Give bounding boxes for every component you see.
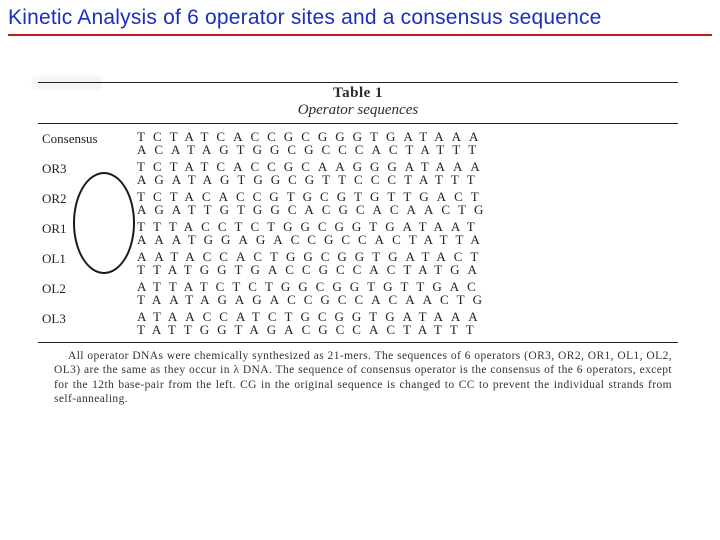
mid-rule xyxy=(38,123,678,124)
sequence-pair: TCTATCACCGCGGGTGATAAAACATAGTGGCGCCCACTAT… xyxy=(137,130,486,156)
table-row: OR3TCTATCACCGCAAGGGATAAAAGATAGTGGCGTTCCC… xyxy=(38,160,678,186)
table-row: OL3ATAACCATCTGCGGTGATAAATATTGGTAGACGCCAC… xyxy=(38,310,678,336)
sequence-bottom-strand: AGATTGTGGCACGCACAACTG xyxy=(137,203,491,216)
table-number: Table 1 xyxy=(38,85,678,102)
sequence-bottom-strand: AGATAGTGGCGTTCCCTATTT xyxy=(137,173,488,186)
table-row: ConsensusTCTATCACCGCGGGTGATAAAACATAGTGGC… xyxy=(38,130,678,156)
bottom-rule xyxy=(38,342,678,343)
sequence-pair: TTTACCTCTGGCGGTGATAATAAATGGAGACCGCCACTAT… xyxy=(137,220,488,246)
title-underline xyxy=(8,34,712,36)
sequence-block: ConsensusTCTATCACCGCGGGTGATAAAACATAGTGGC… xyxy=(38,126,678,340)
page-root: Kinetic Analysis of 6 operator sites and… xyxy=(0,0,720,540)
row-label: OL3 xyxy=(38,310,137,325)
sequence-pair: TCTACACCGTGCGTGTTGACTAGATTGTGGCACGCACAAC… xyxy=(137,190,491,216)
scan-artifact xyxy=(32,76,102,90)
sequence-pair: ATTATCTCTGGCGGTGTTGACTAATAGAGACCGCCACAAC… xyxy=(137,280,490,306)
table-figure: Table 1 Operator sequences ConsensusTCTA… xyxy=(38,80,678,407)
row-label: OR1 xyxy=(38,220,137,235)
table-row: OL1AATACCACTGGCGGTGATACTTTATGGTGACCGCCAC… xyxy=(38,250,678,276)
table-caption: All operator DNAs were chemically synthe… xyxy=(38,345,678,407)
caption-text: All operator DNAs were chemically synthe… xyxy=(54,350,672,405)
sequence-bottom-strand: AAATGGAGACCGCCACTATTA xyxy=(137,233,488,246)
top-rule xyxy=(38,82,678,83)
row-label: OR3 xyxy=(38,160,137,175)
row-label: OL1 xyxy=(38,250,137,265)
page-title: Kinetic Analysis of 6 operator sites and… xyxy=(8,6,712,30)
table-row: OL2ATTATCTCTGGCGGTGTTGACTAATAGAGACCGCCAC… xyxy=(38,280,678,306)
title-bar: Kinetic Analysis of 6 operator sites and… xyxy=(0,0,720,40)
sequence-pair: TCTATCACCGCAAGGGATAAAAGATAGTGGCGTTCCCTAT… xyxy=(137,160,488,186)
sequence-bottom-strand: TTATGGTGACCGCCACTATGA xyxy=(137,263,486,276)
sequence-pair: AATACCACTGGCGGTGATACTTTATGGTGACCGCCACTAT… xyxy=(137,250,486,276)
row-label: Consensus xyxy=(38,130,137,145)
sequence-bottom-strand: ACATAGTGGCGCCCACTATTT xyxy=(137,143,486,156)
sequence-bottom-strand: TATTGGTAGACGCCACTATTT xyxy=(137,323,486,336)
table-row: OR2TCTACACCGTGCGTGTTGACTAGATTGTGGCACGCAC… xyxy=(38,190,678,216)
sequence-bottom-strand: TAATAGAGACCGCCACAACTG xyxy=(137,293,490,306)
row-label: OL2 xyxy=(38,280,137,295)
table-row: OR1TTTACCTCTGGCGGTGATAATAAATGGAGACCGCCAC… xyxy=(38,220,678,246)
table-caption-title: Operator sequences xyxy=(38,102,678,119)
sequence-pair: ATAACCATCTGCGGTGATAAATATTGGTAGACGCCACTAT… xyxy=(137,310,486,336)
table-wrap: Table 1 Operator sequences ConsensusTCTA… xyxy=(38,82,678,407)
row-label: OR2 xyxy=(38,190,137,205)
